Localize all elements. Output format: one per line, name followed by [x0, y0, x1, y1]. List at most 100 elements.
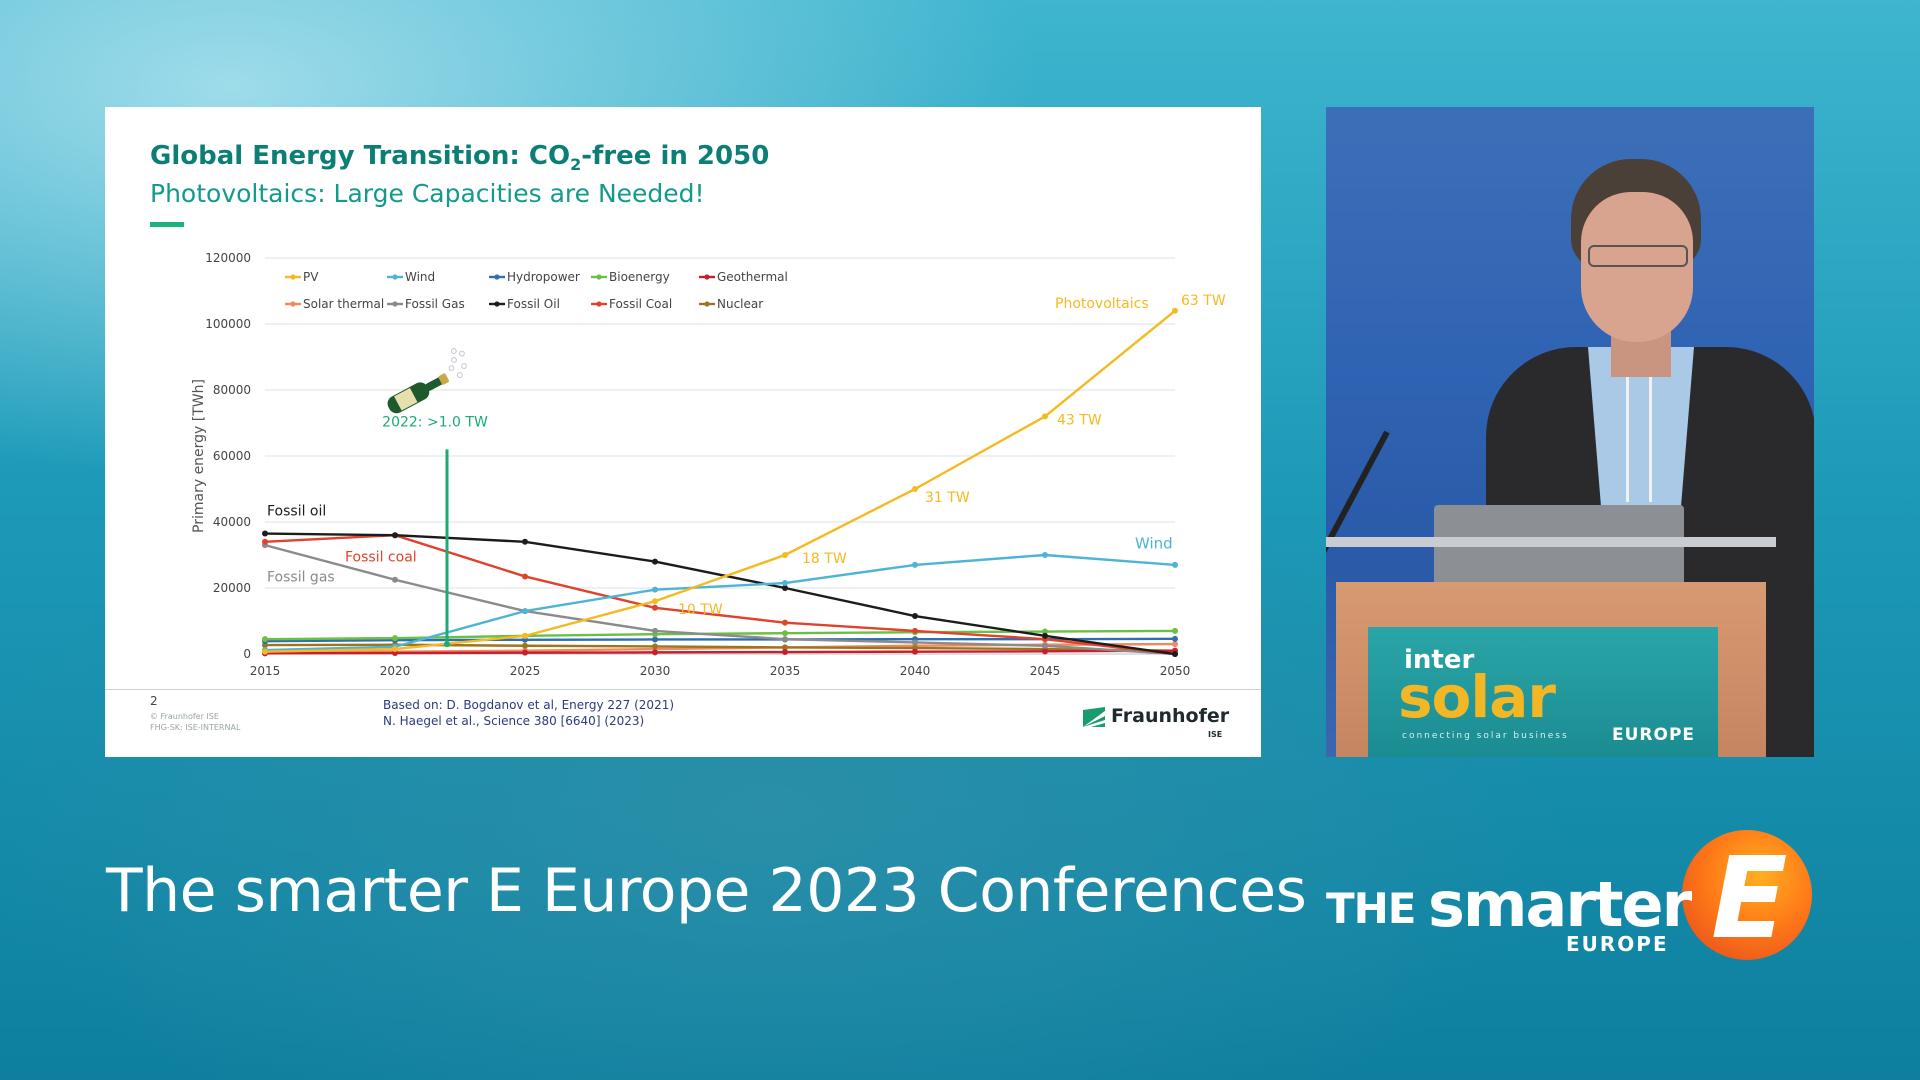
brand-smarter: smarter [1428, 868, 1692, 941]
brand-europe: EUROPE [1566, 932, 1669, 956]
brand-the: THE [1326, 884, 1416, 933]
point-pv-2030 [652, 598, 658, 605]
point-hydropower-2030 [652, 636, 658, 643]
series-line-pv [264, 309, 1176, 653]
legend-dot-geothermal [704, 274, 710, 280]
x-tick-2025: 2025 [510, 664, 541, 678]
y-tick-0: 0 [243, 647, 251, 661]
wind-series-label: Wind [1135, 534, 1173, 552]
point-fossil-coal-2030 [652, 604, 658, 611]
point-fossil-coal-2040 [912, 627, 918, 634]
legend-label-geothermal: Geothermal [717, 270, 788, 284]
legend-dot-solar-thermal [290, 301, 296, 307]
point-fossil-oil-2045 [1042, 632, 1048, 639]
point-nuclear-2035 [782, 644, 788, 651]
point-hydropower-2050 [1172, 635, 1178, 642]
legend-label-hydropower: Hydropower [507, 270, 580, 284]
champagne-bottle-icon [387, 348, 467, 414]
gas-series-label: Fossil gas [267, 569, 335, 585]
legend-label-fossil-gas: Fossil Gas [405, 297, 465, 311]
legend-label-pv: PV [303, 270, 319, 284]
point-fossil-oil-2050 [1172, 651, 1178, 657]
source-line-2: N. Haegel et al., Science 380 [6640] (20… [383, 714, 645, 728]
title-accent-bar [150, 222, 184, 227]
bubble-3 [456, 372, 463, 378]
point-geothermal-2025 [522, 649, 528, 656]
point-fossil-gas-2030 [652, 627, 658, 634]
point-fossil-oil-2035 [782, 585, 788, 591]
point-pv-2035 [782, 552, 788, 558]
x-tick-2040: 2040 [900, 664, 931, 678]
bottle-label [394, 387, 418, 411]
series-line-nuclear [264, 643, 1176, 652]
point-fossil-oil-2040 [912, 613, 918, 620]
legend-label-bioenergy: Bioenergy [609, 270, 670, 284]
point-bioenergy-2035 [782, 630, 788, 637]
energy-chart: 0 20000 40000 60000 80000 100000 120000 2015 202… [191, 251, 1226, 678]
point-fossil-coal-2015 [262, 538, 268, 545]
pv-label-2050: 63 TW [1181, 293, 1226, 309]
footer-divider [105, 689, 1261, 690]
bubble-2 [461, 363, 467, 369]
bubble-1 [451, 357, 457, 363]
slide-subtitle: Photovoltaics: Large Capacities are Need… [150, 179, 705, 208]
coal-series-label: Fossil coal [345, 550, 417, 566]
point-geothermal-2030 [652, 649, 658, 656]
point-pv-2045 [1042, 413, 1048, 420]
point-pv-2020 [392, 646, 398, 653]
point-bioenergy-2020 [392, 635, 398, 642]
point-fossil-oil-2025 [522, 538, 528, 545]
series-line-fossil-gas [264, 543, 1176, 656]
pv-label-2030: 10 TW [678, 602, 723, 618]
y-tick-120000: 120000 [205, 251, 251, 265]
legend-dot-wind [392, 274, 398, 280]
pv-series-label: Photovoltaics [1055, 296, 1149, 312]
point-fossil-coal-2035 [782, 619, 788, 626]
speaker-video: inter solar connecting solar business EU… [1326, 107, 1814, 757]
point-geothermal-2035 [782, 649, 788, 656]
point-wind-2025 [522, 608, 528, 615]
point-wind-2030 [652, 586, 658, 593]
point-wind-2045 [1042, 552, 1048, 558]
point-fossil-gas-2040 [912, 639, 918, 646]
legend-label-fossil-oil: Fossil Oil [507, 297, 560, 311]
intersolar-logo: inter solar connecting solar business EU… [1368, 627, 1718, 757]
point-wind-2040 [912, 561, 918, 568]
y-tick-40000: 40000 [213, 515, 251, 529]
series-line-fossil-oil [264, 532, 1176, 656]
point-pv-2050 [1172, 307, 1178, 314]
legend-dot-fossil-coal [596, 301, 602, 307]
x-tick-2035: 2035 [770, 664, 801, 678]
legend-label-fossil-coal: Fossil Coal [609, 297, 672, 311]
point-fossil-gas-2020 [392, 576, 398, 583]
marker-2022-point [444, 641, 450, 648]
copyright-note: © Fraunhofer ISE FHG-SK: ISE-INTERNAL [150, 712, 241, 732]
series-line-fossil-coal [264, 534, 1176, 656]
the-smarter-e-logo: E THE smarter EUROPE [1326, 826, 1826, 966]
fraunhofer-wordmark: Fraunhofer [1111, 705, 1230, 727]
podium-rail [1326, 537, 1776, 547]
page-number: 2 [150, 694, 158, 708]
y-tick-80000: 80000 [213, 383, 251, 397]
legend-dot-hydropower [494, 274, 500, 280]
point-bioenergy-2050 [1172, 627, 1178, 634]
x-tick-2050: 2050 [1160, 664, 1191, 678]
bubble-4 [458, 350, 465, 357]
intersolar-solar: solar [1398, 663, 1556, 731]
speaker-face [1581, 192, 1693, 342]
pv-label-2040: 31 TW [925, 490, 970, 506]
point-pv-2040 [912, 486, 918, 492]
y-tick-100000: 100000 [205, 317, 251, 331]
intersolar-tagline: connecting solar business [1402, 731, 1569, 741]
marker-2022-label: 2022: >1.0 TW [382, 414, 488, 430]
bubble-5 [450, 348, 457, 354]
fraunhofer-mark-icon [1083, 707, 1105, 727]
legend-dot-bioenergy [596, 274, 602, 280]
legend-dot-nuclear [704, 301, 710, 307]
point-fossil-oil-2020 [392, 532, 398, 539]
speaker-lanyard [1626, 352, 1652, 502]
source-line-1: Based on: D. Bogdanov et al, Energy 227 … [383, 698, 675, 712]
point-fossil-gas-2035 [782, 636, 788, 643]
point-bioenergy-2015 [262, 636, 268, 643]
legend-label-solar-thermal: Solar thermal [303, 297, 384, 311]
